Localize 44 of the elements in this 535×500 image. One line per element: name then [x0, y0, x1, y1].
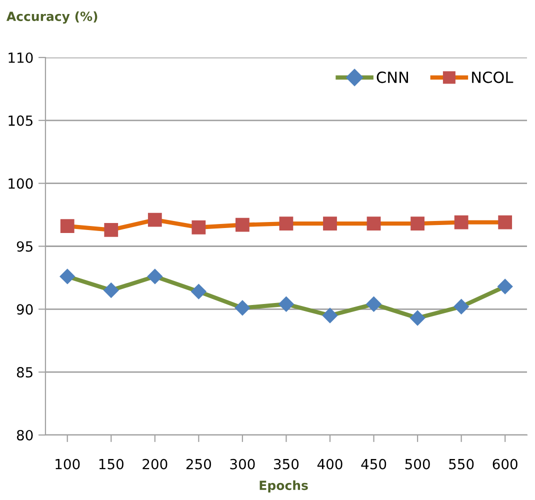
y-tick-label: 80	[16, 430, 33, 440]
point	[191, 284, 206, 300]
point	[498, 278, 513, 294]
point	[454, 215, 468, 230]
point	[323, 216, 337, 231]
x-tick-label: 600	[492, 458, 518, 470]
point	[279, 216, 294, 231]
x-tick-label: 400	[317, 458, 342, 470]
point	[234, 300, 250, 316]
point	[498, 215, 512, 230]
legend-label: CNN	[376, 72, 408, 84]
y-tick-label: 110	[8, 52, 33, 63]
x-tick-label: 300	[230, 458, 255, 470]
point	[410, 310, 426, 326]
point	[148, 212, 162, 227]
x-tick-label: 200	[142, 458, 168, 470]
x-tick-label: 100	[56, 458, 80, 470]
x-tick-label: 150	[99, 458, 124, 470]
point	[104, 282, 119, 298]
point	[366, 296, 382, 312]
y-tick-label: 105	[8, 115, 32, 126]
x-axis-title: Epochs	[260, 480, 308, 492]
point	[60, 268, 75, 284]
point	[236, 218, 250, 232]
y-tick-label: 85	[16, 367, 32, 378]
y-tick-label: 90	[16, 304, 33, 315]
point	[366, 216, 381, 231]
point	[454, 299, 469, 314]
x-tick-label: 550	[449, 458, 474, 470]
y-tick-label: 95	[16, 241, 32, 252]
point	[104, 222, 118, 237]
x-tick-label: 350	[274, 458, 299, 470]
point	[147, 268, 162, 284]
x-tick-label: 250	[186, 458, 212, 470]
y-tick-label: 100	[8, 178, 33, 189]
legend-label: NCOL	[472, 72, 514, 84]
x-tick-label: 450	[361, 458, 386, 470]
y-axis-title: Accuracy (%)	[6, 11, 98, 24]
point	[322, 308, 338, 324]
point	[278, 296, 294, 312]
point	[60, 219, 74, 234]
point	[192, 220, 206, 234]
point	[410, 216, 424, 231]
x-tick-label: 500	[405, 458, 430, 470]
